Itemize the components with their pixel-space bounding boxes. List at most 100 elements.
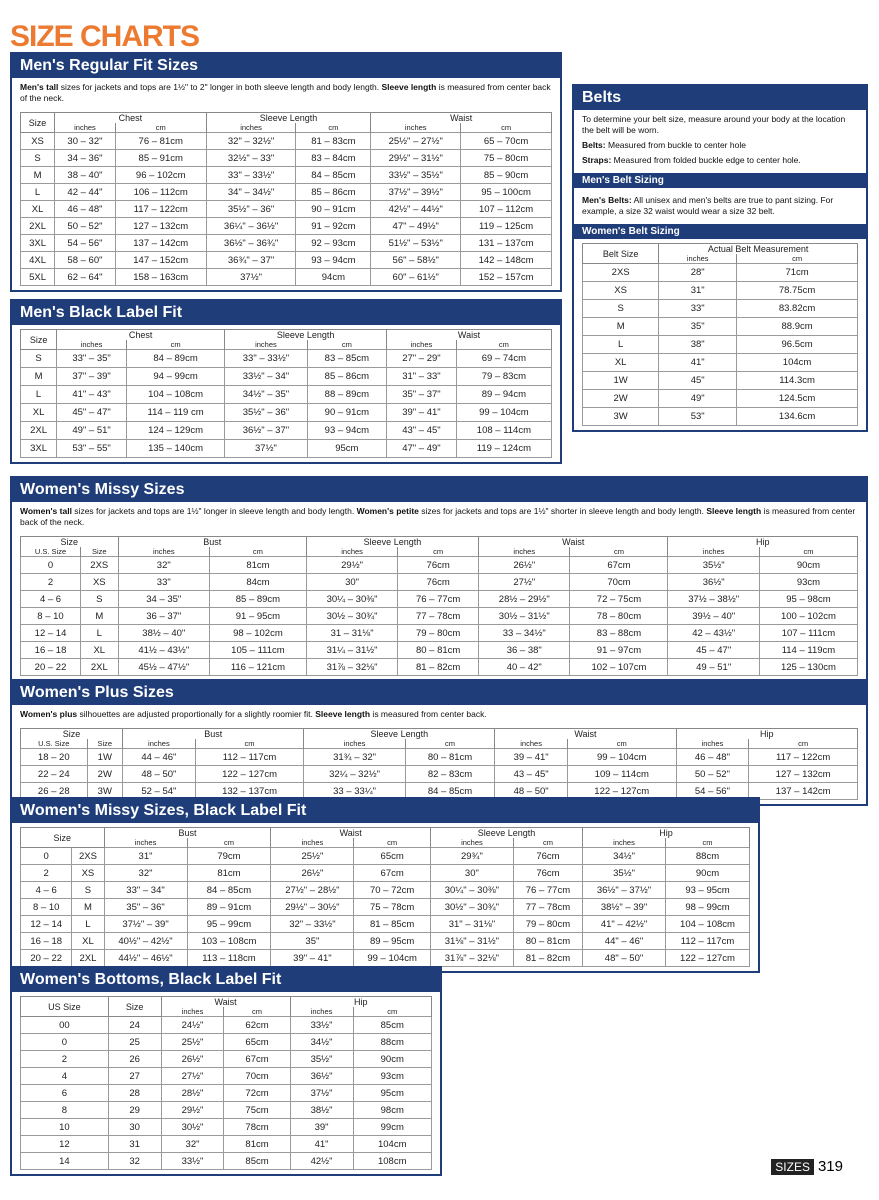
table-cell: 90 – 91cm xyxy=(306,403,388,422)
column-subheader: inches xyxy=(54,123,116,133)
table-cell: 0 xyxy=(19,556,82,574)
column-subheader: inches xyxy=(205,123,297,133)
table-row: M 38 – 40" 96 – 102cm 33" – 33½" 84 – 85cm 33… xyxy=(19,166,552,184)
table-cell: 39½ – 40" xyxy=(667,607,760,625)
table-row: 3XL 53" – 55" 135 – 140cm 37½" 95cm 47" – 49"… xyxy=(19,439,553,458)
table-row: 5XL 62 – 64" 158 – 163cm 37½" 94cm 60" – 61½"… xyxy=(19,268,552,286)
table-cell: 125 – 130cm xyxy=(758,658,859,676)
section-title: Women's Missy Sizes, Black Label Fit xyxy=(12,799,758,823)
table-cell: 22 – 24 xyxy=(20,765,88,783)
note: Straps: Measured from folded buckle edge… xyxy=(574,155,866,170)
table-row: 4XL 58 – 60" 147 – 152cm 36¾" – 37" 93 – 94c… xyxy=(19,251,552,269)
header-row: Size Chest Sleeve Length Waist xyxy=(19,112,552,133)
subheader-row: U.S. Size Size inches cm inches cm inches cm inc… xyxy=(20,739,858,749)
table-cell: L xyxy=(19,183,56,201)
size-table: Belt Size Actual Belt Measurement inches cm… xyxy=(581,243,858,426)
table-cell: 36 – 38" xyxy=(478,641,571,659)
header-row: US Size Size Waist Hip xyxy=(20,996,433,1017)
table-cell: 10 xyxy=(20,1118,109,1136)
note-text: is measured from center back. xyxy=(370,709,487,719)
note-text: Men's tall xyxy=(20,82,59,92)
table-cell: L xyxy=(71,915,105,933)
table-cell: 42½" – 44½" xyxy=(370,200,462,218)
table-cell: 70cm xyxy=(569,573,669,591)
column-header: Sleeve Length xyxy=(205,112,372,123)
table-cell: 45 – 47" xyxy=(667,641,760,659)
column-subheader: cm xyxy=(569,547,669,557)
table-cell: 33½" – 34" xyxy=(224,367,308,386)
table-row: 8 29 29½" 75cm 38½" 98cm xyxy=(20,1101,432,1119)
subsection-title: Men's Belt Sizing xyxy=(574,173,866,188)
table-cell: XS xyxy=(71,864,105,882)
subheader-row: inches cm inches cm inches cm xyxy=(21,123,552,133)
table-cell: 1W xyxy=(86,748,124,766)
table-cell: 127 – 132cm xyxy=(114,217,207,235)
note-text: Belts: xyxy=(582,140,606,150)
table-cell: 30 – 32" xyxy=(54,132,116,150)
table-cell: 84 – 85cm xyxy=(295,166,372,184)
table-cell: 34½" xyxy=(582,847,667,865)
note-text: sizes for jackets and tops are 1½" to 2"… xyxy=(58,82,382,92)
column-header: Bust xyxy=(117,536,307,547)
table-cell: 65cm xyxy=(223,1033,291,1051)
table-cell: 2XS xyxy=(581,263,660,282)
table-cell: 2XL xyxy=(19,421,58,440)
table-row: S 33" 83.82cm xyxy=(581,299,858,318)
column-header: Hip xyxy=(667,536,858,547)
table-cell: S xyxy=(19,349,58,368)
table-cell: 70cm xyxy=(223,1067,291,1085)
table-cell: 108 – 114cm xyxy=(455,421,553,440)
table-cell: XL xyxy=(19,403,58,422)
table-row: XS 31" 78.75cm xyxy=(581,281,858,300)
column-subheader: cm xyxy=(353,838,431,848)
table-cell: 8 – 10 xyxy=(19,607,82,625)
table-cell: 36¼" – 36½" xyxy=(205,217,297,235)
table-cell: 124.5cm xyxy=(736,389,858,408)
table-cell: 78.75cm xyxy=(736,281,858,300)
table-cell: 49" xyxy=(658,389,738,408)
table-cell: 25 xyxy=(107,1033,162,1051)
table-cell: 77 – 78cm xyxy=(512,898,584,916)
column-header: Waist xyxy=(494,728,677,739)
table-cell: 88cm xyxy=(665,847,750,865)
table-cell: 32½" – 33" xyxy=(205,149,297,167)
table-cell: 30¼ – 30⅜" xyxy=(305,590,399,608)
footer-section: SIZES xyxy=(771,1158,814,1175)
table-cell: 30¼" – 30⅜" xyxy=(429,881,514,899)
table-cell: 96 – 102cm xyxy=(114,166,207,184)
column-subheader: cm xyxy=(736,254,858,264)
table-cell: 35" – 36" xyxy=(103,898,188,916)
size-table: US Size Size Waist Hip inches cm inches cm 00 24 2… xyxy=(20,996,433,1170)
table-cell: 99cm xyxy=(352,1118,432,1136)
subheader-row: U.S. Size Size inches cm inches cm inches cm inc… xyxy=(19,547,859,557)
column-header: Chest xyxy=(56,329,226,340)
column-subheader: inches xyxy=(56,340,127,350)
column-subheader: cm xyxy=(295,123,372,133)
header-row: Size Bust Sleeve Length Waist Hip xyxy=(20,536,858,547)
table-row: 12 – 14 L 38½ – 40" 98 – 102cm 31 – 31⅛" 79 –… xyxy=(19,624,859,642)
column-header: Hip xyxy=(675,728,859,739)
table-row: 14 32 33½" 85cm 42½" 108cm xyxy=(20,1152,432,1170)
note-text: All unisex and men's belts are true to p… xyxy=(582,195,834,216)
table-cell: 91 – 95cm xyxy=(209,607,307,625)
table-cell: 93 – 94cm xyxy=(306,421,388,440)
table-cell: 122 – 127cm xyxy=(665,949,750,967)
note: Women's plus silhouettes are adjusted pr… xyxy=(12,705,866,724)
column-subheader: cm xyxy=(748,739,858,749)
table-cell: 35" xyxy=(270,932,355,950)
table-cell: 32¼ – 32½" xyxy=(303,765,406,783)
table-cell: 72cm xyxy=(223,1084,291,1102)
table-row: L 38" 96.5cm xyxy=(581,335,858,354)
table-cell: 27 xyxy=(107,1067,162,1085)
column-subheader: inches xyxy=(270,838,355,848)
section: Women's Bottoms, Black Label Fit US Size S… xyxy=(10,966,442,1176)
table-cell: 46 – 48" xyxy=(54,200,116,218)
table-cell: 45½ – 47½" xyxy=(117,658,211,676)
table-cell: 104cm xyxy=(352,1135,432,1153)
header-row: Size Bust Sleeve Length Waist Hip xyxy=(19,728,859,739)
table-cell: XL xyxy=(80,641,119,659)
table-cell: 39" – 41" xyxy=(270,949,355,967)
table-cell: 95 – 100cm xyxy=(460,183,552,201)
table-cell: 27" – 29" xyxy=(386,349,457,368)
table-cell: 67cm xyxy=(353,864,431,882)
